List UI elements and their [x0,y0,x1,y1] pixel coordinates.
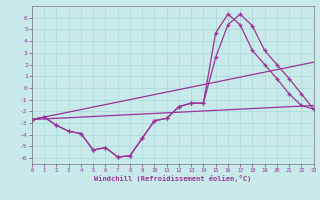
X-axis label: Windchill (Refroidissement éolien,°C): Windchill (Refroidissement éolien,°C) [94,175,252,182]
